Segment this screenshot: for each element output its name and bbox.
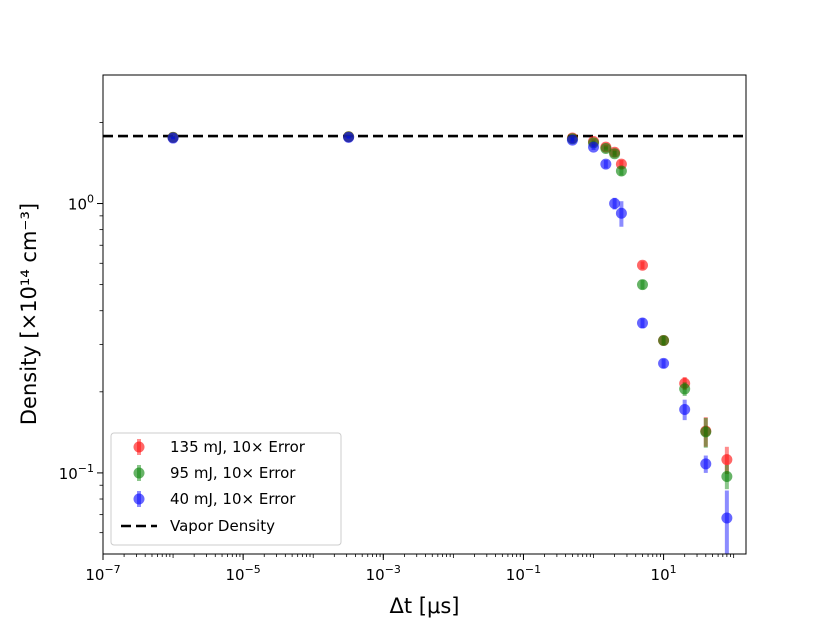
data-point [679, 383, 691, 395]
data-layer [103, 131, 746, 554]
x-tick-label: 10−3 [366, 563, 401, 584]
legend-label: 95 mJ, 10× Error [170, 464, 296, 482]
data-point [658, 357, 670, 369]
legend: 135 mJ, 10× Error 95 mJ, 10× Error 40 mJ, … [110, 432, 342, 546]
data-point [700, 458, 712, 470]
data-point [609, 148, 621, 160]
data-point [679, 403, 691, 415]
data-point [167, 132, 179, 144]
x-tick-label: 10−5 [225, 563, 260, 584]
data-point [700, 426, 712, 438]
series-2 [167, 131, 733, 554]
data-point [600, 143, 612, 155]
data-point [600, 158, 612, 170]
x-tick-label: 101 [651, 563, 677, 584]
legend-marker [133, 493, 145, 505]
legend-label: 135 mJ, 10× Error [170, 438, 306, 456]
y-tick-label: 100 [68, 193, 94, 214]
legend-box [110, 432, 342, 546]
data-point [721, 470, 733, 482]
data-point [615, 165, 627, 177]
data-point [636, 259, 648, 271]
data-point [636, 279, 648, 291]
data-point [721, 512, 733, 524]
y-axis-label: Density [×10¹⁴ cm⁻³] [17, 203, 41, 425]
data-point [636, 317, 648, 329]
legend-label: Vapor Density [170, 517, 275, 535]
axis-ticks: 10−7 10−5 10−3 10−1 101 100 10−1 [59, 122, 735, 584]
x-tick-label: 10−7 [85, 563, 120, 584]
plot-frame [102, 74, 747, 555]
data-point [721, 454, 733, 466]
data-point [658, 335, 670, 347]
legend-marker [133, 441, 145, 453]
data-point [343, 131, 355, 143]
data-point [566, 134, 578, 146]
legend-label: 40 mJ, 10× Error [170, 490, 296, 508]
legend-marker [133, 467, 145, 479]
data-point [588, 141, 600, 153]
y-tick-label: 10−1 [59, 462, 94, 483]
x-axis-label: Δt [μs] [390, 594, 460, 618]
data-point [615, 207, 627, 219]
data-point [609, 198, 621, 210]
x-tick-label: 10−1 [506, 563, 541, 584]
